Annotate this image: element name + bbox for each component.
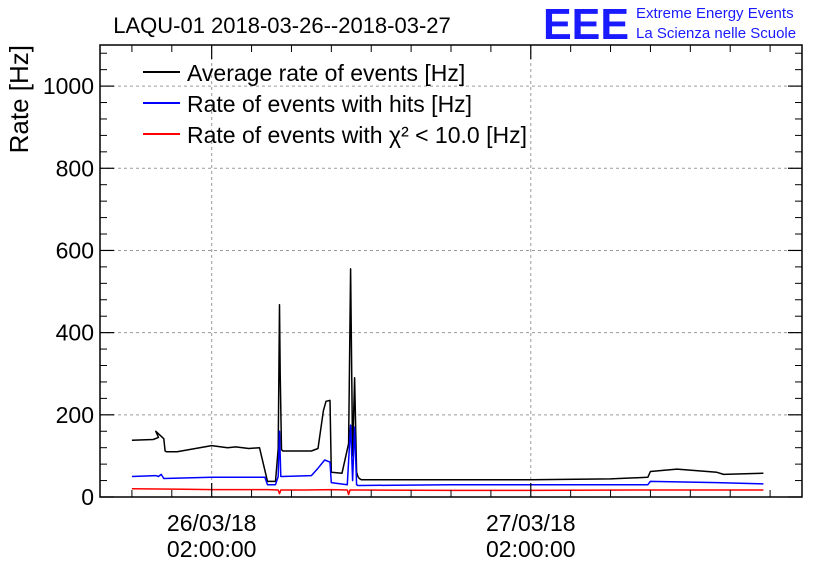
y-tick-label: 200 [56,402,94,428]
y-tick-label: 0 [81,484,94,510]
x-tick-label-date: 26/03/18 [167,510,257,536]
y-axis-label: Rate [Hz] [4,45,34,153]
series-line-1 [131,424,764,487]
eee-logo: EEE Extreme Energy Events La Scienza nel… [543,0,796,49]
y-tick-label: 1000 [43,73,94,99]
logo-mark: EEE [543,0,629,49]
series-lines [131,268,764,496]
legend-label: Rate of events with hits [Hz] [187,91,472,117]
grid [100,45,802,497]
legend-label: Average rate of events [Hz] [187,60,465,86]
logo-line2: La Scienza nelle Scuole [636,25,796,42]
legend-label: Rate of events with χ² < 10.0 [Hz] [187,122,527,148]
x-tick-label-date: 27/03/18 [486,510,576,536]
axes: 0200400600800100026/03/1802:00:0027/03/1… [43,45,802,562]
logo-line1: Extreme Energy Events [636,5,794,22]
legend: Average rate of events [Hz] Rate of event… [143,60,527,148]
series-line-0 [131,268,764,483]
y-tick-label: 800 [56,155,94,181]
y-tick-label: 600 [56,237,94,263]
series-line-2 [131,488,764,496]
x-tick-label-time: 02:00:00 [167,536,257,562]
chart-title: LAQU-01 2018-03-26--2018-03-27 [113,13,451,38]
y-tick-label: 400 [56,320,94,346]
x-tick-label-time: 02:00:00 [486,536,576,562]
